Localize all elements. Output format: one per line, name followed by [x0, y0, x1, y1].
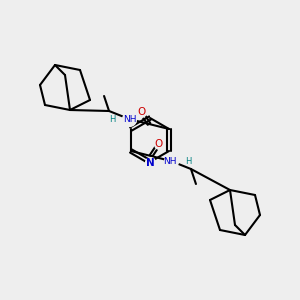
- Text: NH: NH: [123, 115, 137, 124]
- Text: NH: NH: [163, 157, 177, 166]
- Text: N: N: [146, 158, 154, 168]
- Text: O: O: [137, 107, 145, 117]
- Text: H: H: [185, 157, 191, 166]
- Text: O: O: [155, 139, 163, 149]
- Text: H: H: [109, 115, 115, 124]
- Text: N: N: [146, 158, 154, 168]
